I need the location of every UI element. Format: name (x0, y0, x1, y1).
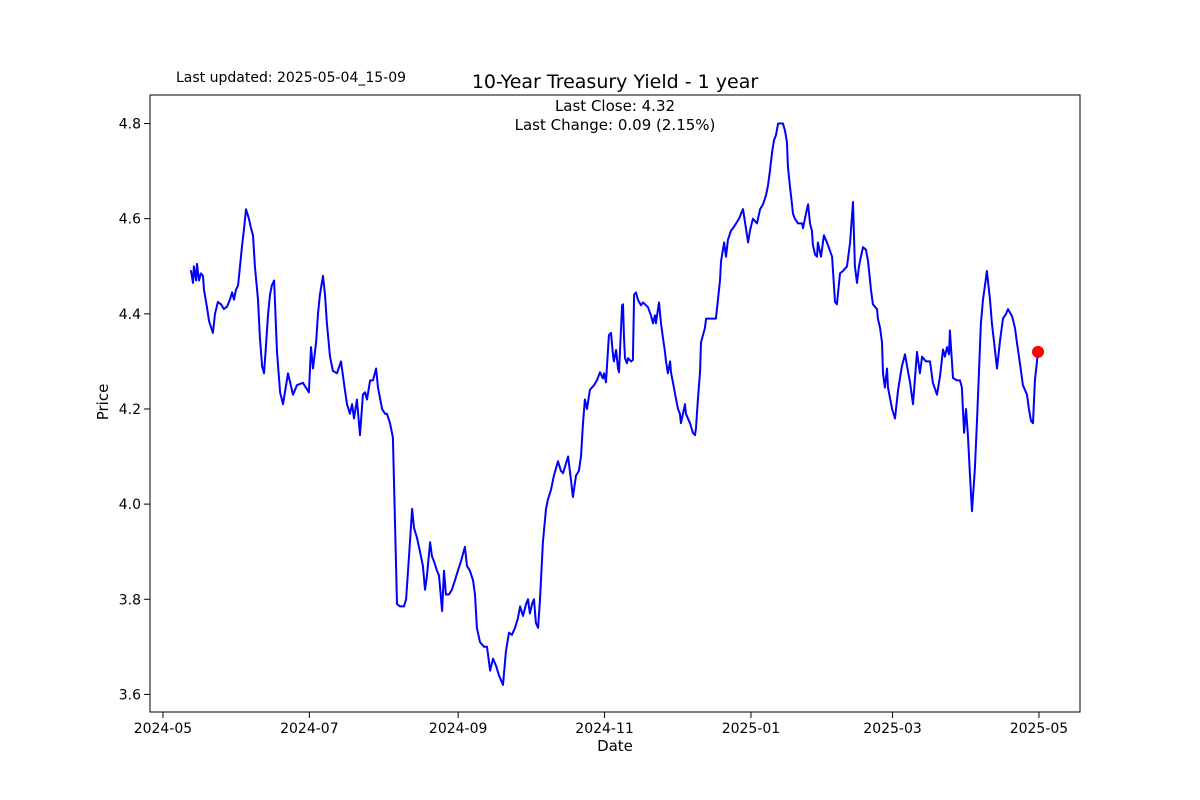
chart-annotation: Last Close: 4.32 Last Change: 0.09 (2.15… (150, 97, 1080, 135)
yield-line (190, 122, 1039, 686)
x-tick-label: 2024-11 (575, 721, 634, 737)
last-updated-text: Last updated: 2025-05-04_15-09 (176, 70, 407, 86)
chart-title: 10-Year Treasury Yield - 1 year (471, 71, 759, 93)
last-change-text: Last Change: 0.09 (2.15%) (514, 116, 716, 134)
x-tick-label: 2024-09 (429, 721, 488, 737)
y-tick-label: 4.0 (119, 497, 141, 513)
y-tick-label: 3.6 (119, 687, 141, 703)
x-tick-label: 2025-03 (863, 721, 922, 737)
y-tick-label: 4.2 (119, 402, 141, 418)
plot-border (149, 94, 1081, 713)
x-tick-label: 2024-05 (134, 721, 193, 737)
x-axis-label: Date (597, 737, 633, 755)
y-tick-label: 4.8 (119, 117, 141, 133)
y-tick-label: 4.6 (119, 212, 141, 228)
y-axis-label: Price (94, 383, 112, 421)
x-tick-label: 2025-05 (1010, 721, 1069, 737)
x-tick-label: 2025-01 (722, 721, 781, 737)
last-close-text: Last Close: 4.32 (554, 97, 676, 115)
y-tick-label: 3.8 (119, 592, 141, 608)
x-tick-label: 2024-07 (280, 721, 339, 737)
y-tick-label: 4.4 (119, 307, 141, 323)
last-close-marker (1032, 345, 1044, 358)
